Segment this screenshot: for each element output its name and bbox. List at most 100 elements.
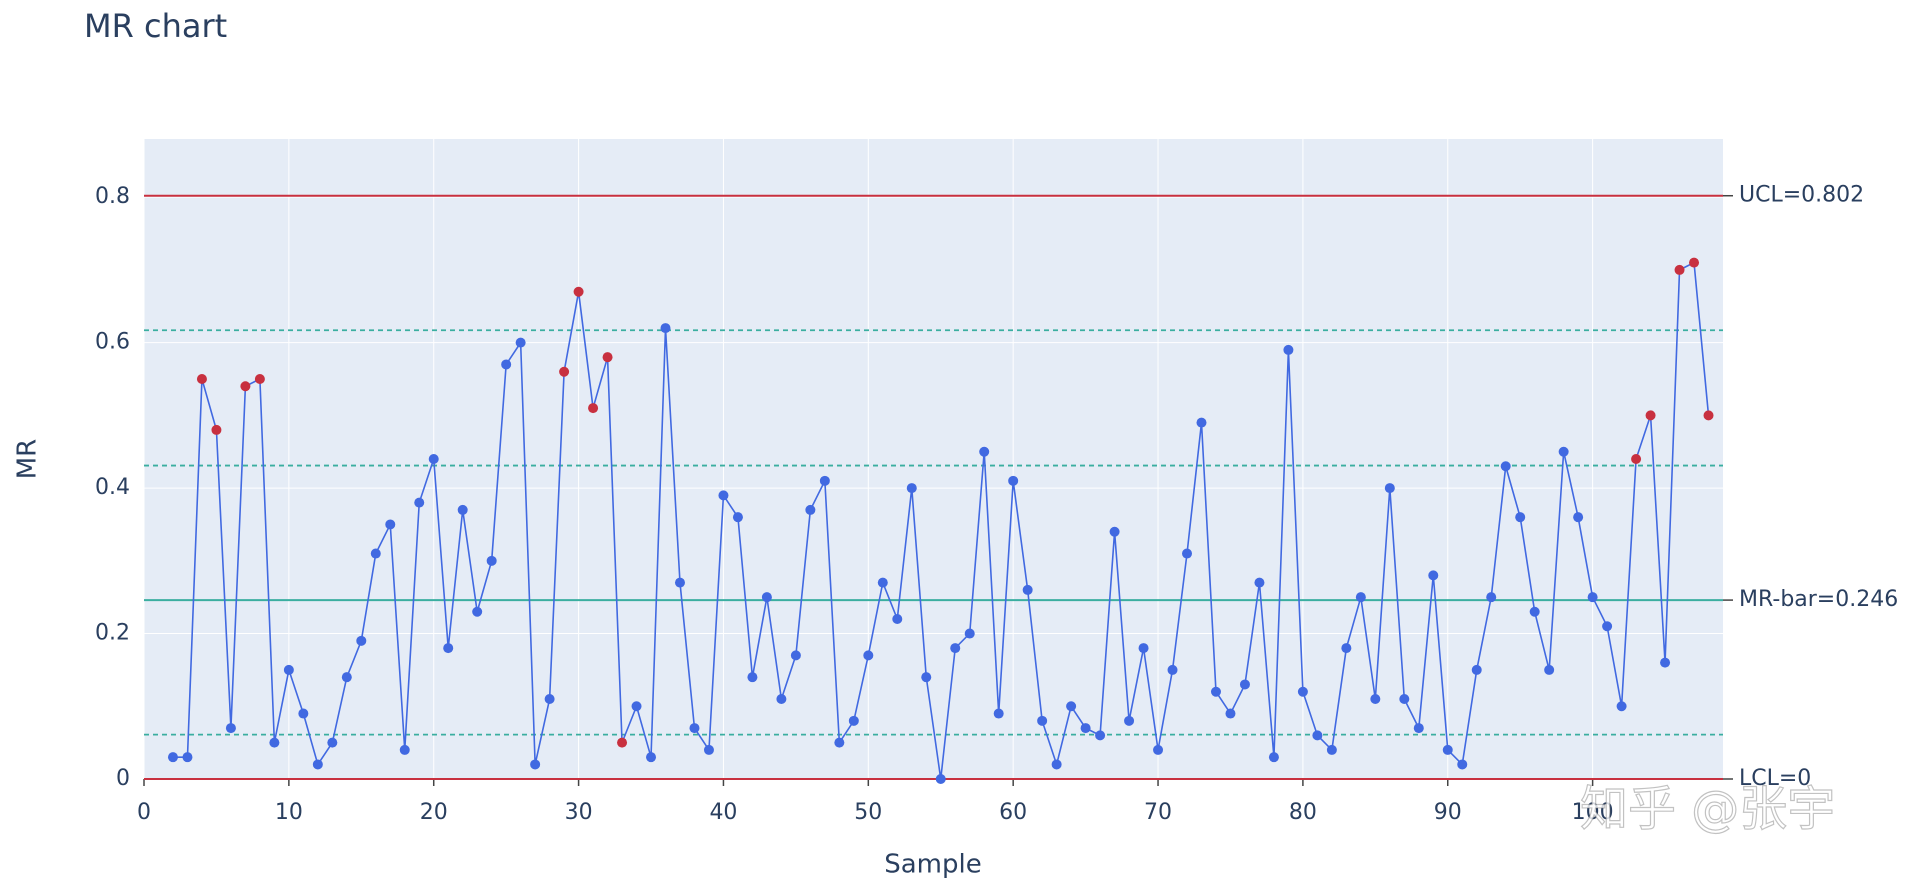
point — [472, 606, 483, 617]
x-tick-label: 10 — [275, 800, 303, 825]
point — [370, 548, 381, 559]
point — [790, 650, 801, 661]
point — [182, 752, 193, 763]
point — [1022, 584, 1033, 595]
point — [559, 366, 570, 377]
point — [1008, 475, 1019, 486]
y-axis-title: MR — [13, 439, 43, 480]
point — [819, 475, 830, 486]
y-tick-label: 0.8 — [95, 184, 130, 209]
point — [1239, 679, 1250, 690]
y-tick-label: 0.2 — [95, 621, 130, 646]
point — [1558, 446, 1569, 457]
point — [1370, 694, 1381, 704]
point — [1660, 657, 1671, 668]
point — [1080, 723, 1091, 734]
point — [211, 424, 222, 435]
point — [964, 628, 975, 639]
point — [863, 650, 874, 661]
point — [1326, 744, 1337, 755]
watermark: 知乎 @张宇 — [1580, 781, 1835, 837]
point — [1297, 686, 1308, 697]
point — [776, 694, 787, 704]
point — [892, 614, 903, 624]
point — [1167, 664, 1178, 675]
x-tick-label: 20 — [420, 800, 448, 825]
point — [1355, 592, 1366, 603]
point — [1124, 715, 1135, 726]
y-tick-label: 0.6 — [95, 330, 130, 355]
point — [979, 446, 990, 457]
point — [646, 752, 657, 763]
point — [631, 701, 642, 712]
point — [877, 577, 888, 588]
point — [1616, 701, 1627, 712]
point — [196, 374, 207, 384]
point — [1109, 526, 1120, 537]
point — [1486, 592, 1497, 603]
point — [617, 737, 628, 748]
control-label: UCL=0.802 — [1739, 183, 1864, 208]
point — [457, 504, 468, 515]
point — [167, 752, 178, 763]
point — [414, 497, 425, 508]
point — [356, 635, 367, 646]
point — [1138, 643, 1149, 654]
point — [428, 454, 439, 464]
chart-title: MR chart — [84, 7, 227, 45]
point — [298, 708, 309, 719]
point — [341, 672, 352, 683]
point — [1573, 512, 1584, 523]
point — [1153, 744, 1164, 755]
point — [1384, 483, 1395, 494]
point — [993, 708, 1004, 719]
point — [935, 774, 946, 784]
point — [1703, 410, 1714, 421]
x-tick-label: 100 — [1572, 800, 1614, 825]
point — [718, 490, 729, 501]
control-label: MR-bar=0.246 — [1739, 587, 1898, 612]
point — [1645, 410, 1656, 421]
point — [703, 744, 714, 755]
point — [515, 337, 526, 348]
point — [674, 577, 685, 588]
point — [1544, 664, 1555, 675]
point — [530, 759, 541, 770]
point — [602, 352, 613, 363]
point — [1428, 570, 1439, 581]
point — [1095, 730, 1106, 741]
point — [1312, 730, 1323, 741]
x-tick-label: 0 — [137, 800, 151, 825]
point — [573, 286, 584, 297]
point — [660, 323, 671, 334]
point — [240, 381, 251, 392]
point — [950, 643, 961, 654]
point — [1587, 592, 1598, 603]
point — [1413, 723, 1424, 734]
point — [501, 359, 512, 370]
point — [1037, 715, 1048, 726]
point — [1442, 744, 1453, 755]
point — [1225, 708, 1236, 719]
point — [1457, 759, 1468, 770]
point — [1602, 621, 1613, 632]
point — [443, 643, 454, 654]
plot-area — [144, 139, 1723, 779]
point — [1471, 664, 1482, 675]
point — [906, 483, 917, 494]
point — [399, 744, 410, 755]
point — [1182, 548, 1193, 559]
x-tick-label: 70 — [1144, 800, 1172, 825]
x-tick-label: 90 — [1434, 800, 1462, 825]
point — [1631, 454, 1642, 464]
point — [689, 723, 700, 734]
point — [1254, 577, 1265, 588]
point — [254, 374, 265, 384]
point — [1210, 686, 1221, 697]
point — [1674, 264, 1685, 275]
point — [1515, 512, 1526, 523]
x-tick-label: 40 — [709, 800, 737, 825]
point — [588, 403, 599, 414]
y-tick-label: 0.4 — [95, 475, 130, 500]
